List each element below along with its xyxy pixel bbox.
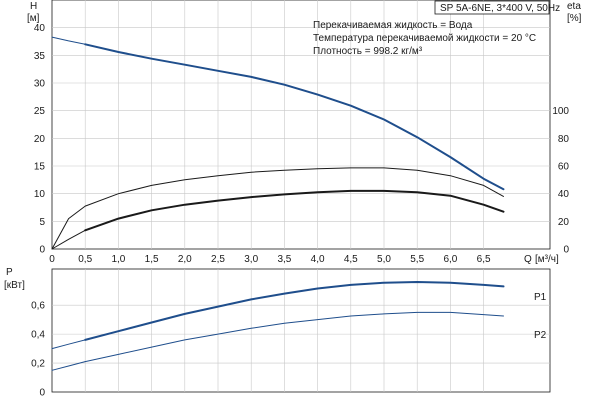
p1-curve: [84, 281, 505, 341]
x-tick-label: 2,0: [178, 254, 192, 265]
x-tick-label: 5,5: [410, 254, 424, 265]
pump-title-box: [434, 0, 550, 15]
x-tick-label: 1,0: [111, 254, 125, 265]
top-ticks: 0 0,5 1,0 1,5 2,0 2,5 3,0 3,5 4,0 4,5 5,0 5,5 6,0 6,5…: [34, 23, 570, 265]
info-line-liquid: Перекачиваемая жидкость = Вода: [313, 20, 473, 31]
x-tick-label: 2,5: [211, 254, 225, 265]
top-plot-frame: [51, 0, 551, 250]
y-tick-label: 0: [39, 245, 45, 256]
x-tick-label: 0,5: [78, 254, 92, 265]
legend-p2: P2: [534, 330, 547, 341]
p1-extension-curve: [51, 339, 86, 350]
p2-extension-curve: [51, 361, 86, 371]
y-tick-label: 5: [39, 217, 45, 228]
x-tick-label: 6,5: [477, 254, 491, 265]
x-tick-label: 6,0: [443, 254, 457, 265]
y-tick-label: 10: [34, 189, 46, 200]
bottom-y-axis-label: P: [6, 267, 13, 278]
y-tick-label: 35: [34, 51, 46, 62]
y2-tick-label: 80: [558, 134, 570, 145]
bottom-series: [51, 281, 505, 371]
x-tick-label: 0: [49, 254, 55, 265]
x-axis-unit: [м³/ч]: [535, 254, 559, 265]
bottom-chart: 0 0,2 0,4 0,6 P [кВт] P1 P2: [4, 267, 551, 399]
x-tick-label: 3,0: [244, 254, 258, 265]
right-y-axis-unit: [%]: [567, 13, 582, 24]
x-tick-label: 3,5: [277, 254, 291, 265]
legend-p1: P1: [534, 292, 547, 303]
y2-tick-label: 0: [563, 245, 569, 256]
y-tick-label: 40: [34, 23, 46, 34]
info-line-temperature: Температура перекачиваемой жидкости = 20…: [313, 33, 536, 44]
pump-title: SP 5A-6NE, 3*400 V, 50Hz: [440, 3, 560, 14]
x-axis-label: Q: [524, 254, 532, 265]
bottom-ticks: 0 0,2 0,4 0,6: [31, 301, 45, 399]
bottom-y-tick-label: 0,2: [31, 359, 45, 370]
bottom-plot-frame: [51, 268, 551, 393]
top-grid: [52, 0, 550, 249]
y-tick-label: 20: [34, 134, 46, 145]
y2-tick-label: 20: [558, 217, 570, 228]
right-y-axis-label: eta: [567, 1, 581, 12]
x-tick-label: 1,5: [145, 254, 159, 265]
bottom-y-tick-label: 0: [39, 388, 45, 399]
y-tick-label: 15: [34, 162, 46, 173]
bottom-y-axis-unit: [кВт]: [4, 280, 25, 291]
p2-curve: [84, 311, 504, 363]
top-y-axis-unit: [м]: [27, 13, 40, 24]
top-series: [51, 36, 505, 250]
x-tick-label: 5,0: [377, 254, 391, 265]
top-y-axis-label: H: [30, 1, 37, 12]
bottom-y-tick-label: 0,4: [31, 330, 45, 341]
head-curve: [84, 43, 505, 191]
efficiency-upper-curve: [51, 167, 504, 250]
y2-tick-label: 60: [558, 162, 570, 173]
bottom-y-tick-label: 0,6: [31, 301, 45, 312]
x-tick-label: 4,5: [344, 254, 358, 265]
x-tick-label: 4,0: [311, 254, 325, 265]
bottom-grid: [52, 269, 550, 392]
efficiency-lower-curve: [84, 189, 505, 232]
y-tick-label: 30: [34, 79, 46, 90]
info-line-density: Плотность = 998.2 кг/м³: [313, 46, 423, 57]
efficiency-lower-extension-curve: [51, 229, 86, 250]
top-chart: 0 0,5 1,0 1,5 2,0 2,5 3,0 3,5 4,0 4,5 5,0 5,5 6,0 6,5…: [27, 0, 582, 265]
y2-tick-label: 100: [552, 106, 569, 117]
y-tick-label: 25: [34, 106, 46, 117]
head-extension-curve: [51, 36, 86, 45]
y2-tick-label: 40: [558, 189, 570, 200]
